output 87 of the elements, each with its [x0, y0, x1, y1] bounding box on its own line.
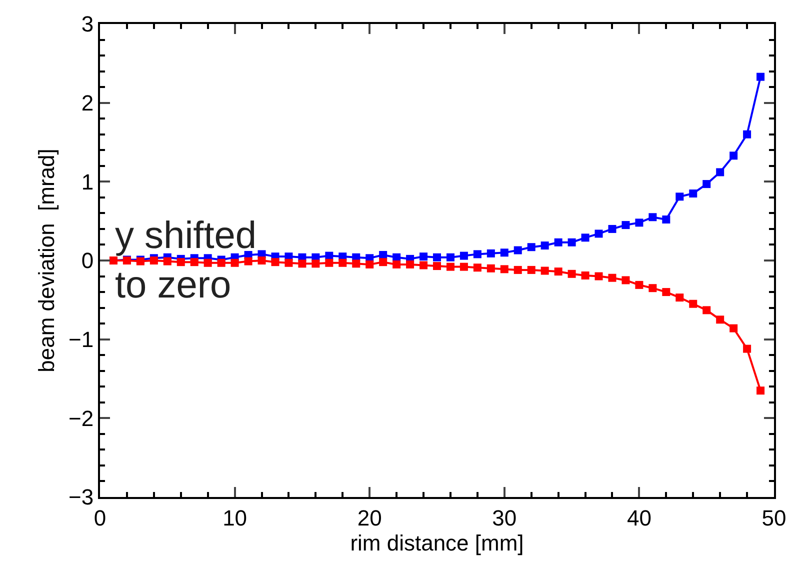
point — [743, 130, 752, 138]
point — [379, 258, 388, 266]
point — [486, 264, 495, 272]
point — [230, 258, 239, 267]
y-tick-label: 1 — [81, 169, 94, 194]
point — [756, 386, 765, 395]
point — [420, 261, 428, 270]
point — [608, 224, 616, 233]
x-tick-label: 30 — [492, 505, 517, 530]
point — [176, 258, 185, 266]
x-axis-title: rim distance [mm] — [350, 530, 524, 556]
point — [594, 272, 603, 280]
point — [581, 234, 590, 242]
x-tick-label: 10 — [222, 505, 248, 530]
point — [473, 250, 482, 258]
y-tick-label: −1 — [68, 327, 94, 352]
point — [608, 274, 616, 282]
point — [622, 221, 630, 230]
point — [635, 218, 644, 227]
point — [204, 258, 212, 267]
point — [662, 288, 670, 296]
point — [366, 260, 374, 268]
point — [676, 192, 684, 201]
point — [446, 253, 454, 262]
point — [433, 253, 441, 262]
point — [420, 252, 428, 261]
point — [540, 242, 549, 250]
y-tick-label: 3 — [81, 12, 94, 37]
point — [271, 258, 280, 266]
point — [500, 265, 508, 274]
point — [540, 266, 549, 275]
point — [312, 260, 320, 268]
y-tick-label: −3 — [68, 484, 94, 510]
x-tick-label: 40 — [626, 505, 652, 530]
point — [217, 258, 226, 267]
point — [568, 270, 576, 278]
point — [662, 216, 670, 224]
x-tick-label: 50 — [762, 505, 786, 530]
point — [581, 271, 590, 280]
point — [594, 230, 603, 238]
y-tick-label: 0 — [81, 248, 94, 274]
point — [433, 262, 441, 270]
point — [284, 258, 293, 267]
point — [635, 280, 644, 289]
point — [716, 168, 724, 176]
point — [150, 256, 158, 264]
y-tick-label: 2 — [81, 90, 94, 116]
point — [514, 246, 522, 254]
point — [527, 243, 536, 252]
point — [527, 266, 536, 274]
point — [676, 294, 684, 302]
point — [730, 324, 738, 332]
point — [190, 258, 198, 266]
point — [648, 213, 657, 222]
point — [352, 260, 360, 268]
point — [716, 316, 724, 324]
point — [756, 72, 765, 81]
point — [325, 258, 334, 267]
point — [554, 238, 562, 246]
point — [406, 260, 414, 268]
point — [622, 276, 630, 284]
point — [554, 268, 562, 276]
point — [689, 189, 698, 198]
point — [689, 300, 698, 308]
point — [568, 238, 576, 246]
point — [473, 264, 482, 272]
point — [702, 306, 711, 314]
point — [446, 262, 454, 271]
annotation: y shifted to zero — [115, 215, 257, 306]
point — [500, 248, 508, 257]
point — [648, 284, 657, 292]
point — [702, 180, 711, 188]
x-tick-label: 20 — [357, 505, 382, 530]
point — [460, 252, 468, 260]
point — [460, 262, 468, 271]
point — [743, 344, 752, 353]
point — [514, 266, 522, 274]
point — [338, 258, 347, 267]
point — [163, 257, 172, 266]
point — [730, 152, 738, 160]
y-axis-title: beam deviation [mrad] — [34, 148, 59, 372]
point — [244, 257, 252, 266]
point — [392, 260, 401, 268]
point — [258, 256, 266, 264]
point — [298, 260, 306, 268]
point — [486, 249, 495, 258]
y-tick-label: −2 — [68, 406, 94, 431]
